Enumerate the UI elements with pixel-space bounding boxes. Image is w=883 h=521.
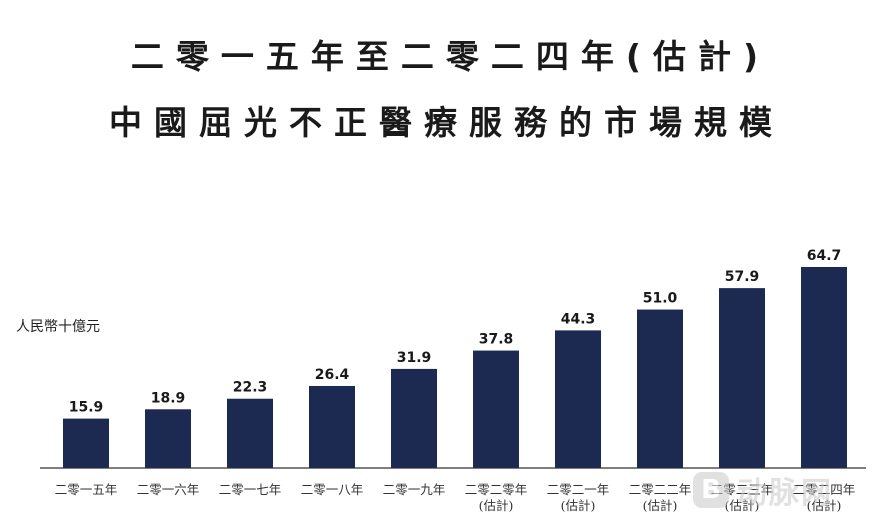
x-tick-label: 二零二零年 [465,482,528,497]
bar-value-label: 44.3 [561,311,596,327]
x-tick-label: 二零一七年 [219,482,282,497]
bar-value-label: 22.3 [233,380,268,396]
bar-value-label: 57.9 [725,269,760,285]
y-axis-label: 人民幣十億元 [16,319,100,335]
bar [227,398,273,468]
bar [391,368,437,468]
bar-value-label: 26.4 [315,367,350,383]
bar-value-label: 18.9 [151,390,186,406]
x-tick-label: 二零一五年 [55,482,118,497]
x-tick-sublabel: (估計) [479,498,514,513]
bar [145,409,191,468]
bar [309,385,355,468]
chart-title: 二零一五年至二零二四年(估計) [130,37,771,76]
x-tick-label: 二零二四年 [793,482,856,497]
watermark-logo-icon: B [693,472,729,508]
x-tick-label: 二零一八年 [301,482,364,497]
watermark-text: 动脉网 [737,476,833,511]
bar [801,267,847,468]
x-tick-sublabel: (估計) [725,498,760,513]
bar-value-label: 15.9 [69,400,104,416]
x-tick-label: 二零二一年 [547,482,610,497]
bar-value-label: 31.9 [397,350,432,366]
x-tick-label: 二零二二年 [629,482,692,497]
x-tick-label: 二零一六年 [137,482,200,497]
bar [63,418,109,468]
x-tick-label: 二零一九年 [383,482,446,497]
watermark: B 动脉网 [693,464,879,516]
bar [719,288,765,468]
bar [555,330,601,468]
x-tick-sublabel: (估計) [561,498,596,513]
bar-value-label: 64.7 [807,248,842,264]
bar [473,350,519,468]
x-tick-sublabel: (估計) [807,498,842,513]
bar-value-label: 51.0 [643,291,678,307]
bar [637,309,683,468]
bar-value-label: 37.8 [479,332,514,348]
x-tick-sublabel: (估計) [643,498,678,513]
chart-subtitle: 中國屈光不正醫療服務的市場規模 [109,103,784,142]
